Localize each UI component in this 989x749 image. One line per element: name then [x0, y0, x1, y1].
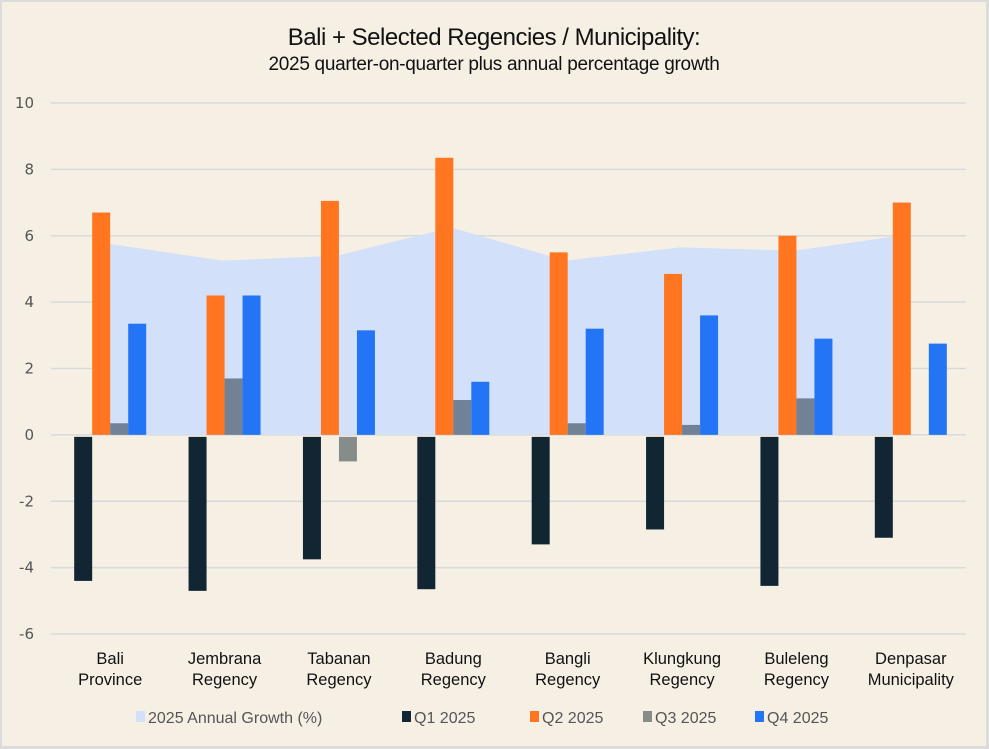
legend-swatch — [136, 711, 145, 722]
bar-q3-2025-0 — [110, 423, 129, 435]
legend-item: Q2 2025 — [530, 710, 603, 727]
legend-swatch — [402, 711, 411, 722]
x-category-label: Tabanan — [307, 650, 370, 668]
bar-q2-2025-5 — [664, 273, 683, 435]
legend-label: Q4 2025 — [767, 710, 828, 727]
legend-label: 2025 Annual Growth (%) — [148, 710, 322, 727]
x-category-label: Jembrana — [188, 650, 262, 668]
x-category-label: Regency — [306, 671, 372, 689]
bar-q4-2025-5 — [700, 315, 719, 435]
x-category-label: Regency — [764, 671, 830, 689]
x-category-label: Regency — [421, 671, 487, 689]
bar-q1-2025-2 — [302, 436, 321, 560]
legend-swatch — [643, 711, 652, 722]
bar-q3-2025-6 — [796, 398, 815, 435]
chart-title: Bali + Selected Regencies / Municipality… — [287, 24, 701, 51]
legend-swatch — [530, 711, 539, 722]
y-tick-label: 8 — [24, 160, 34, 178]
bar-q3-2025-3 — [453, 400, 472, 435]
bar-q4-2025-2 — [356, 330, 375, 435]
y-tick-label: -2 — [19, 492, 34, 510]
bar-q4-2025-3 — [471, 381, 490, 435]
x-category-label: Regency — [650, 671, 716, 689]
bar-q3-2025-2 — [338, 436, 357, 462]
x-category-label: Municipality — [868, 671, 955, 689]
y-tick-label: -6 — [19, 625, 34, 643]
bar-q4-2025-7 — [928, 343, 947, 435]
bar-q3-2025-1 — [224, 378, 243, 435]
bar-q1-2025-1 — [188, 436, 207, 591]
annual-growth-area — [99, 227, 900, 435]
y-tick-label: 6 — [24, 227, 34, 245]
x-category-label: Klungkung — [643, 650, 721, 668]
bar-q1-2025-0 — [74, 436, 93, 581]
y-tick-label: 10 — [15, 94, 34, 112]
chart-subtitle: 2025 quarter-on-quarter plus annual perc… — [268, 54, 720, 75]
legend: 2025 Annual Growth (%) Q1 2025 Q2 2025 Q3 2… — [136, 710, 828, 727]
y-axis: 10 8 6 4 2 0 -2 -4 -6 — [15, 94, 34, 643]
bar-q2-2025-2 — [320, 200, 339, 435]
bar-q1-2025-7 — [874, 436, 893, 538]
y-tick-label: 4 — [24, 293, 34, 311]
bars — [74, 157, 947, 591]
bar-q2-2025-7 — [892, 202, 911, 435]
x-category-label: Bali — [96, 650, 124, 668]
bar-q4-2025-4 — [585, 328, 604, 435]
legend-item: Q1 2025 — [402, 710, 475, 727]
bar-q2-2025-1 — [206, 295, 225, 435]
x-category-label: Buleleng — [764, 650, 828, 668]
bar-q4-2025-1 — [242, 295, 261, 435]
legend-swatch — [755, 711, 764, 722]
bar-q2-2025-6 — [778, 235, 797, 435]
x-category-label: Regency — [535, 671, 601, 689]
legend-item: Q4 2025 — [755, 710, 828, 727]
annual-growth-area-shape — [99, 227, 900, 435]
legend-label: Q2 2025 — [542, 710, 603, 727]
legend-item: 2025 Annual Growth (%) — [136, 710, 322, 727]
bar-q3-2025-4 — [567, 423, 586, 435]
bar-q1-2025-6 — [760, 436, 779, 586]
x-category-label: Province — [78, 671, 142, 689]
bar-q1-2025-4 — [531, 436, 550, 545]
y-tick-label: 0 — [24, 426, 34, 444]
legend-item: Q3 2025 — [643, 710, 716, 727]
bar-q4-2025-6 — [814, 338, 833, 435]
x-category-label: Bangli — [545, 650, 591, 668]
legend-label: Q3 2025 — [655, 710, 716, 727]
bar-q2-2025-0 — [92, 212, 111, 435]
y-tick-label: 2 — [24, 360, 34, 378]
bar-q2-2025-4 — [549, 252, 568, 435]
x-axis: Bali Province Jembrana Regency Tabanan Regenc… — [78, 650, 955, 689]
x-category-label: Badung — [425, 650, 482, 668]
bar-q3-2025-5 — [682, 424, 701, 435]
bar-q1-2025-3 — [417, 436, 436, 590]
legend-label: Q1 2025 — [414, 710, 475, 727]
y-tick-label: -4 — [19, 559, 34, 577]
x-category-label: Regency — [192, 671, 258, 689]
bar-q4-2025-0 — [128, 323, 147, 435]
x-category-label: Denpasar — [875, 650, 947, 668]
bar-q1-2025-5 — [646, 436, 665, 530]
bar-q2-2025-3 — [435, 157, 454, 435]
